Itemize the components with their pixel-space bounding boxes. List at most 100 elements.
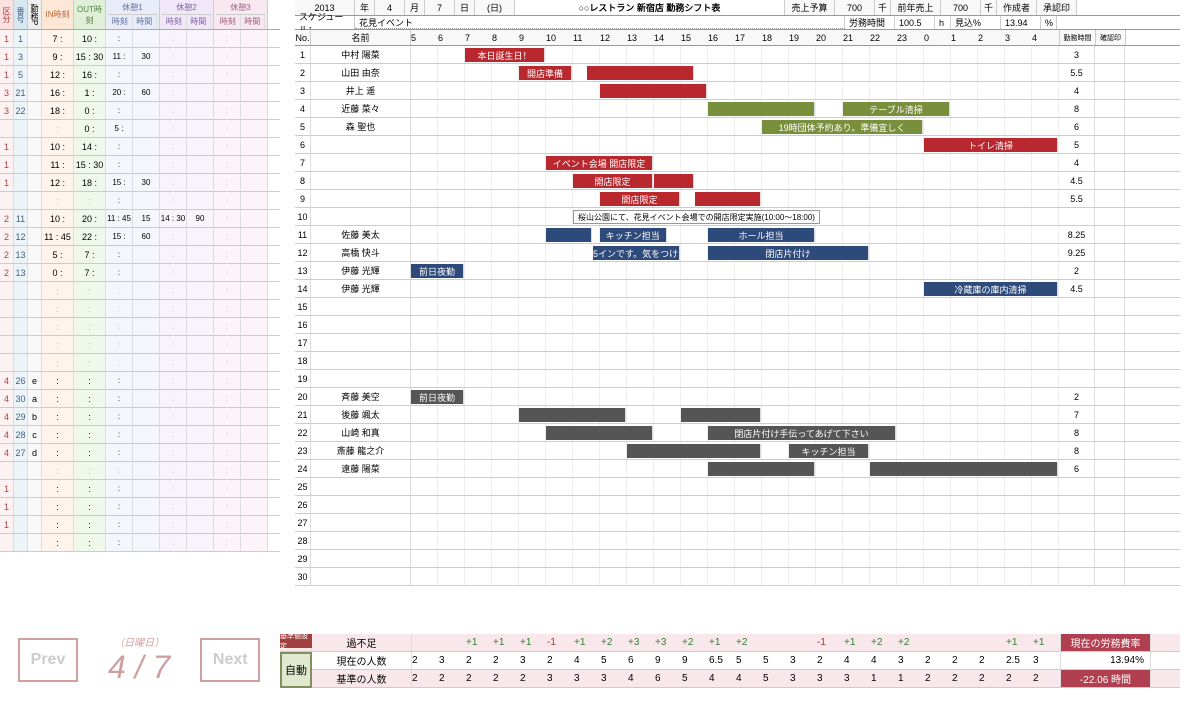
left-row[interactable]: 4 30 a : : : : : [0,390,280,408]
shift-row[interactable]: 10桜山公園にて、花見イベント会場での開店限定実施(10:00～18:00) [295,208,1180,226]
shift-row[interactable]: 19 [295,370,1180,388]
shift-row[interactable]: 13伊藤 光輝2前日夜勤 [295,262,1180,280]
shift-row[interactable]: 22山崎 和真8閉店片付け手伝ってあげて下さい [295,424,1180,442]
summary-value: 3 [844,673,871,684]
hour-header: 18 [762,33,789,43]
shift-bar[interactable] [587,66,694,80]
summary-value: 5 [682,673,709,684]
left-row[interactable]: 1 : : : : : [0,516,280,534]
next-button[interactable]: Next [200,638,260,682]
shift-bar[interactable]: 冷蔵庫の庫内清掃 [924,282,1058,296]
shift-bar[interactable]: キッチン担当 [789,444,869,458]
shift-bar[interactable] [600,84,707,98]
shift-row[interactable]: 18 [295,352,1180,370]
shift-bar[interactable] [546,228,592,242]
shift-bar[interactable]: 前日夜勤 [411,390,464,404]
shift-bar[interactable]: 19時団体予約あり。準備宜しく [762,120,923,134]
shift-bar[interactable] [708,462,815,476]
shift-row[interactable]: 74イベント会場 開店限定 [295,154,1180,172]
left-row[interactable]: 2 12 11 : 45 22 : 15 :60 : : [0,228,280,246]
shift-bar[interactable]: 閉店片付け [708,246,869,260]
left-row[interactable]: 4 27 d : : : : : [0,444,280,462]
shift-row[interactable]: 5森 聖也619時団体予約あり。準備宜しく [295,118,1180,136]
left-row[interactable]: : : : : : [0,354,280,372]
shift-bar[interactable]: 11:45インです。気をつけて！ [593,246,680,260]
shift-bar[interactable]: 本日誕生日！ [465,48,545,62]
shift-bar[interactable] [870,462,1058,476]
shift-bar[interactable] [627,444,761,458]
shift-row[interactable]: 27 [295,514,1180,532]
shift-row[interactable]: 17 [295,334,1180,352]
left-row[interactable]: 4 28 c : : : : : [0,426,280,444]
shift-bar[interactable]: キッチン担当 [600,228,667,242]
shift-row[interactable]: 1中村 陽菜3本日誕生日！ [295,46,1180,64]
kijun-button[interactable]: 基準値設定 [280,634,312,648]
left-row[interactable]: : : : : : [0,534,280,552]
summary-value: +1 [844,637,871,648]
shift-bar[interactable]: トイレ清掃 [924,138,1058,152]
shift-row[interactable]: 23斎藤 龍之介8キッチン担当 [295,442,1180,460]
left-row[interactable]: 2 11 10 : 20 : 11 : 4515 14 : 3090 : [0,210,280,228]
shift-row[interactable]: 26 [295,496,1180,514]
shift-row[interactable]: 29 [295,550,1180,568]
shift-row[interactable]: 11佐藤 美太8.25キッチン担当ホール担当 [295,226,1180,244]
shift-bar[interactable] [546,426,653,440]
left-row[interactable]: 4 29 b : : : : : [0,408,280,426]
left-row[interactable]: : : : : : [0,318,280,336]
left-row[interactable]: 1 5 12 : 16 : : : : [0,66,280,84]
left-row[interactable]: : : : : : [0,336,280,354]
shift-row[interactable]: 20斉藤 美空2前日夜勤 [295,388,1180,406]
left-row[interactable]: 1 : : : : : [0,498,280,516]
shift-bar[interactable] [519,408,626,422]
col-break2: 休憩2時刻時間 [160,0,214,29]
shift-bar[interactable]: 開店限定 [573,174,653,188]
shift-row[interactable]: 30 [295,568,1180,586]
shift-row[interactable]: 14伊藤 光輝4.5冷蔵庫の庫内清掃 [295,280,1180,298]
shift-bar[interactable] [695,192,762,206]
shift-row[interactable]: 16 [295,316,1180,334]
left-row[interactable]: 1 : : : : : [0,480,280,498]
left-row[interactable]: 4 26 e : : : : : [0,372,280,390]
shift-row[interactable]: 4近藤 菜々8テーブル清掃 [295,100,1180,118]
left-row[interactable]: 1 11 : 15 : 30 : : : [0,156,280,174]
shift-row[interactable]: 3井上 遥4 [295,82,1180,100]
shift-row[interactable]: 65トイレ清掃 [295,136,1180,154]
left-row[interactable]: : : : : : [0,282,280,300]
shift-row[interactable]: 84.5開店限定 [295,172,1180,190]
left-row[interactable]: : : : : : [0,192,280,210]
col-out: OUT時刻 [74,0,106,29]
shift-bar[interactable] [681,408,761,422]
shift-row[interactable]: 28 [295,532,1180,550]
shift-bar[interactable]: イベント会場 開店限定 [546,156,653,170]
shift-row[interactable]: 12高橋 快斗9.2511:45インです。気をつけて！閉店片付け [295,244,1180,262]
shift-bar[interactable]: テーブル清掃 [843,102,950,116]
prev-button[interactable]: Prev [18,638,78,682]
left-row[interactable]: 1 10 : 14 : : : : [0,138,280,156]
left-row[interactable]: : 0 : 5 : : : [0,120,280,138]
shift-bar[interactable]: ホール担当 [708,228,815,242]
left-row[interactable]: 2 13 5 : 7 : : : : [0,246,280,264]
left-row[interactable]: 1 3 9 : 15 : 30 11 :30 : : [0,48,280,66]
left-row[interactable]: : : : : : [0,300,280,318]
summary-value: 5 [763,655,790,666]
shift-bar[interactable]: 開店限定 [600,192,680,206]
auto-button[interactable]: 自動 [280,652,312,688]
main-area: 2013 年 4 月 7 日 (日) ○○レストラン 新宿店 勤務シフト表 売上… [295,0,1180,586]
shift-row[interactable]: 2山田 由奈5.5開店準備 [295,64,1180,82]
left-row[interactable]: 3 21 16 : 1 : 20 :60 : : [0,84,280,102]
left-row[interactable]: 1 1 7 : 10 : : : : [0,30,280,48]
shift-bar[interactable]: 前日夜勤 [411,264,464,278]
shift-bar[interactable]: 閉店片付け手伝ってあげて下さい [708,426,896,440]
shift-row[interactable]: 15 [295,298,1180,316]
shift-bar[interactable] [708,102,815,116]
left-row[interactable]: 3 22 18 : 0 : : : : [0,102,280,120]
shift-bar[interactable] [654,174,694,188]
left-row[interactable]: : : : : : [0,462,280,480]
shift-row[interactable]: 24遠藤 陽菜6 [295,460,1180,478]
shift-row[interactable]: 95.5開店限定 [295,190,1180,208]
left-row[interactable]: 2 13 0 : 7 : : : : [0,264,280,282]
shift-bar[interactable]: 開店準備 [519,66,572,80]
shift-row[interactable]: 21後藤 颯太7 [295,406,1180,424]
left-row[interactable]: 1 12 : 18 : 15 :30 : : [0,174,280,192]
shift-row[interactable]: 25 [295,478,1180,496]
